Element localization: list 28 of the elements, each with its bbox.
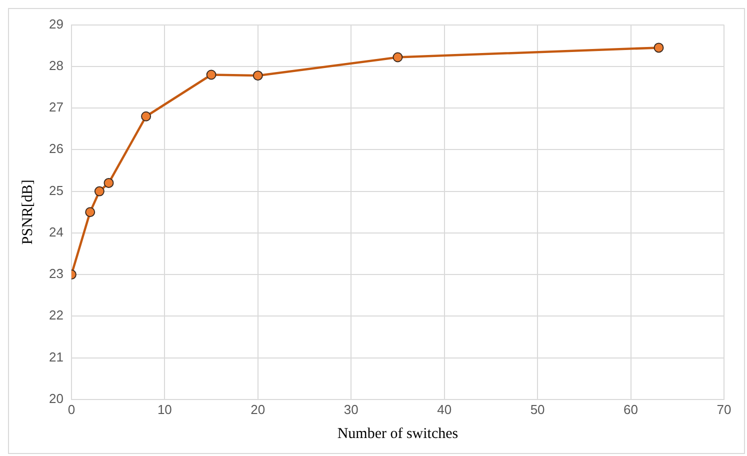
x-tick-label: 40 <box>437 402 452 417</box>
point <box>94 186 104 196</box>
x-tick-label: 70 <box>716 402 732 417</box>
y-tick-label: 28 <box>48 58 64 73</box>
point <box>252 70 263 81</box>
point <box>85 207 96 218</box>
point <box>654 42 664 53</box>
y-tick-label: 24 <box>48 224 64 240</box>
x-tick-label: 30 <box>344 402 358 417</box>
y-tick-label: 25 <box>48 182 64 198</box>
point <box>141 111 152 122</box>
point <box>392 52 403 62</box>
point <box>104 178 114 188</box>
y-tick-label: 27 <box>48 100 64 115</box>
y-axis-title: PSNR[dB] <box>20 180 36 245</box>
x-tick-label: 10 <box>157 402 172 417</box>
x-tick-label: 20 <box>250 402 266 417</box>
x-axis-title: Number of switches <box>337 426 458 442</box>
y-tick-label: 26 <box>48 141 64 156</box>
x-tick-label: 50 <box>530 402 545 417</box>
x-tick-label: 0 <box>68 402 76 417</box>
y-tick-label: 21 <box>48 349 64 364</box>
x-tick-label: 60 <box>624 402 638 417</box>
y-tick-label: 23 <box>48 266 64 282</box>
y-tick-label: 20 <box>48 390 64 406</box>
y-tick-label: 29 <box>48 16 64 32</box>
point <box>206 70 216 80</box>
y-tick-label: 22 <box>48 308 64 323</box>
